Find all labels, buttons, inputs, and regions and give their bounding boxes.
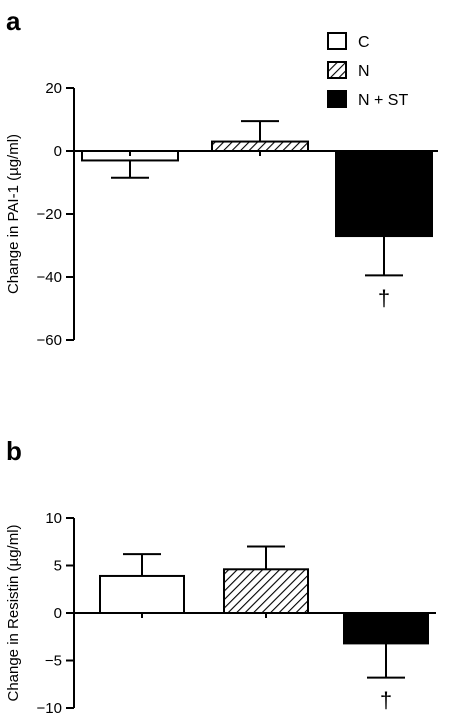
y-tick-label: 5 — [54, 558, 62, 575]
y-tick-label: −5 — [45, 653, 62, 670]
panel-a-chart: 20 0 −20 −40 −60 † Change in PAI-1 (µg/ml) — [5, 80, 438, 349]
y-axis-label: Change in Resistin (µg/ml) — [5, 524, 22, 701]
panel-b-chart: 10 5 0 −5 −10 † Change in Resistin (µg/ml) — [5, 510, 436, 717]
y-tick-label: 20 — [45, 80, 62, 97]
y-tick-label: −20 — [37, 206, 62, 223]
y-tick-label: −60 — [37, 332, 62, 349]
legend-swatch-N — [327, 61, 347, 79]
bar-2 — [211, 140, 309, 153]
y-tick-label: −40 — [37, 269, 62, 286]
legend-label-N: N — [358, 63, 370, 80]
panel-a-letter: a — [6, 6, 21, 36]
significance-mark: † — [378, 285, 390, 310]
legend-label-C: C — [358, 34, 370, 51]
y-tick-label: 10 — [45, 510, 62, 527]
legend-label-NST: N + ST — [358, 92, 408, 109]
legend-swatch-C — [327, 32, 347, 50]
y-tick-label: −10 — [37, 700, 62, 717]
bar-1 — [99, 574, 185, 615]
bar-2 — [223, 568, 309, 614]
y-tick-label: 0 — [54, 143, 62, 160]
significance-mark: † — [380, 688, 392, 713]
panel-b-letter: b — [6, 436, 22, 466]
y-tick-label: 0 — [54, 605, 62, 622]
bar-3 — [335, 150, 433, 238]
legend: CN N + ST — [327, 32, 408, 109]
bar-3 — [343, 612, 429, 645]
legend-swatch-NST — [327, 90, 347, 108]
y-axis-label: Change in PAI-1 (µg/ml) — [5, 134, 22, 294]
